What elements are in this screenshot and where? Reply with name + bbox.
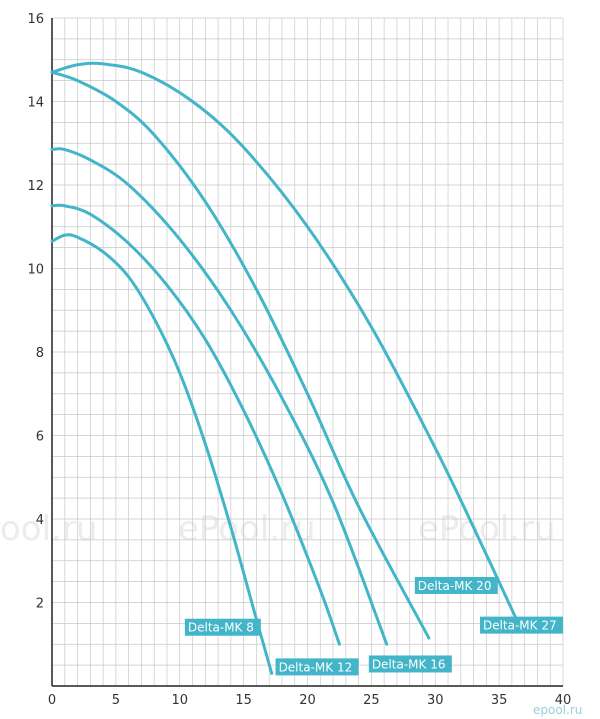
axes: [51, 18, 563, 687]
series-label-text: Delta-MK 27: [483, 619, 557, 633]
y-tick-label: 16: [27, 12, 44, 27]
series-label-delta-mk-8: Delta-MK 8: [184, 618, 261, 636]
series-line-delta-mk-8: [50, 233, 274, 675]
series-label-text: Delta-MK 20: [418, 579, 492, 593]
y-tick-label: 6: [36, 430, 44, 445]
series-line-delta-mk-27: [50, 61, 520, 625]
x-tick-label: 5: [112, 693, 120, 708]
x-tick-label: 0: [48, 693, 56, 708]
series-line-delta-mk-16: [50, 147, 389, 646]
tick-labels: 0 5 10 15 20 25 30 35 40 2 4 6 8 10 12 14 16: [27, 12, 571, 708]
y-tick-label: 10: [27, 263, 44, 278]
watermark-layer: ool.ru ePool.ru ePool.ru: [0, 509, 556, 549]
x-tick-label: 25: [363, 693, 380, 708]
series-label-box: [368, 655, 452, 673]
x-tick-label: 30: [427, 693, 444, 708]
y-tick-label: 12: [27, 179, 44, 194]
series-label-text: Delta-MK 16: [372, 657, 446, 671]
x-tick-label: 15: [235, 693, 252, 708]
series-line-delta-mk-20: [50, 70, 431, 640]
series-label-text: Delta-MK 8: [188, 621, 254, 635]
series-label-box: [184, 618, 261, 636]
x-tick-label: 20: [299, 693, 316, 708]
x-tick-label: 10: [171, 693, 188, 708]
watermark-left: ool.ru: [0, 509, 97, 549]
series-label-delta-mk-12: Delta-MK 12: [275, 658, 359, 676]
x-tick-label: 40: [555, 693, 572, 708]
watermark-right: ePool.ru: [418, 509, 556, 549]
series-label-delta-mk-16: Delta-MK 16: [368, 655, 452, 673]
x-tick-label: 35: [491, 693, 508, 708]
watermark-center: ePool.ru: [178, 509, 316, 549]
series-label-box: [414, 576, 498, 594]
y-tick-label: 8: [36, 346, 44, 361]
series-lines: [50, 61, 520, 675]
series-line-delta-mk-12: [50, 203, 341, 646]
y-tick-label: 4: [36, 513, 44, 528]
grid: [52, 17, 564, 686]
corner-watermark: epool.ru: [533, 703, 582, 717]
series-label-box: [275, 658, 359, 676]
series-label-box: [479, 616, 563, 634]
y-tick-label: 14: [27, 96, 44, 111]
series-labels: Delta-MK 8 Delta-MK 12 Delta-MK 16 Delta-MK…: [184, 576, 563, 676]
series-label-text: Delta-MK 12: [279, 660, 353, 674]
series-label-delta-mk-27: Delta-MK 27: [479, 616, 563, 634]
series-label-delta-mk-20: Delta-MK 20: [414, 576, 498, 594]
y-tick-label: 2: [36, 597, 44, 612]
